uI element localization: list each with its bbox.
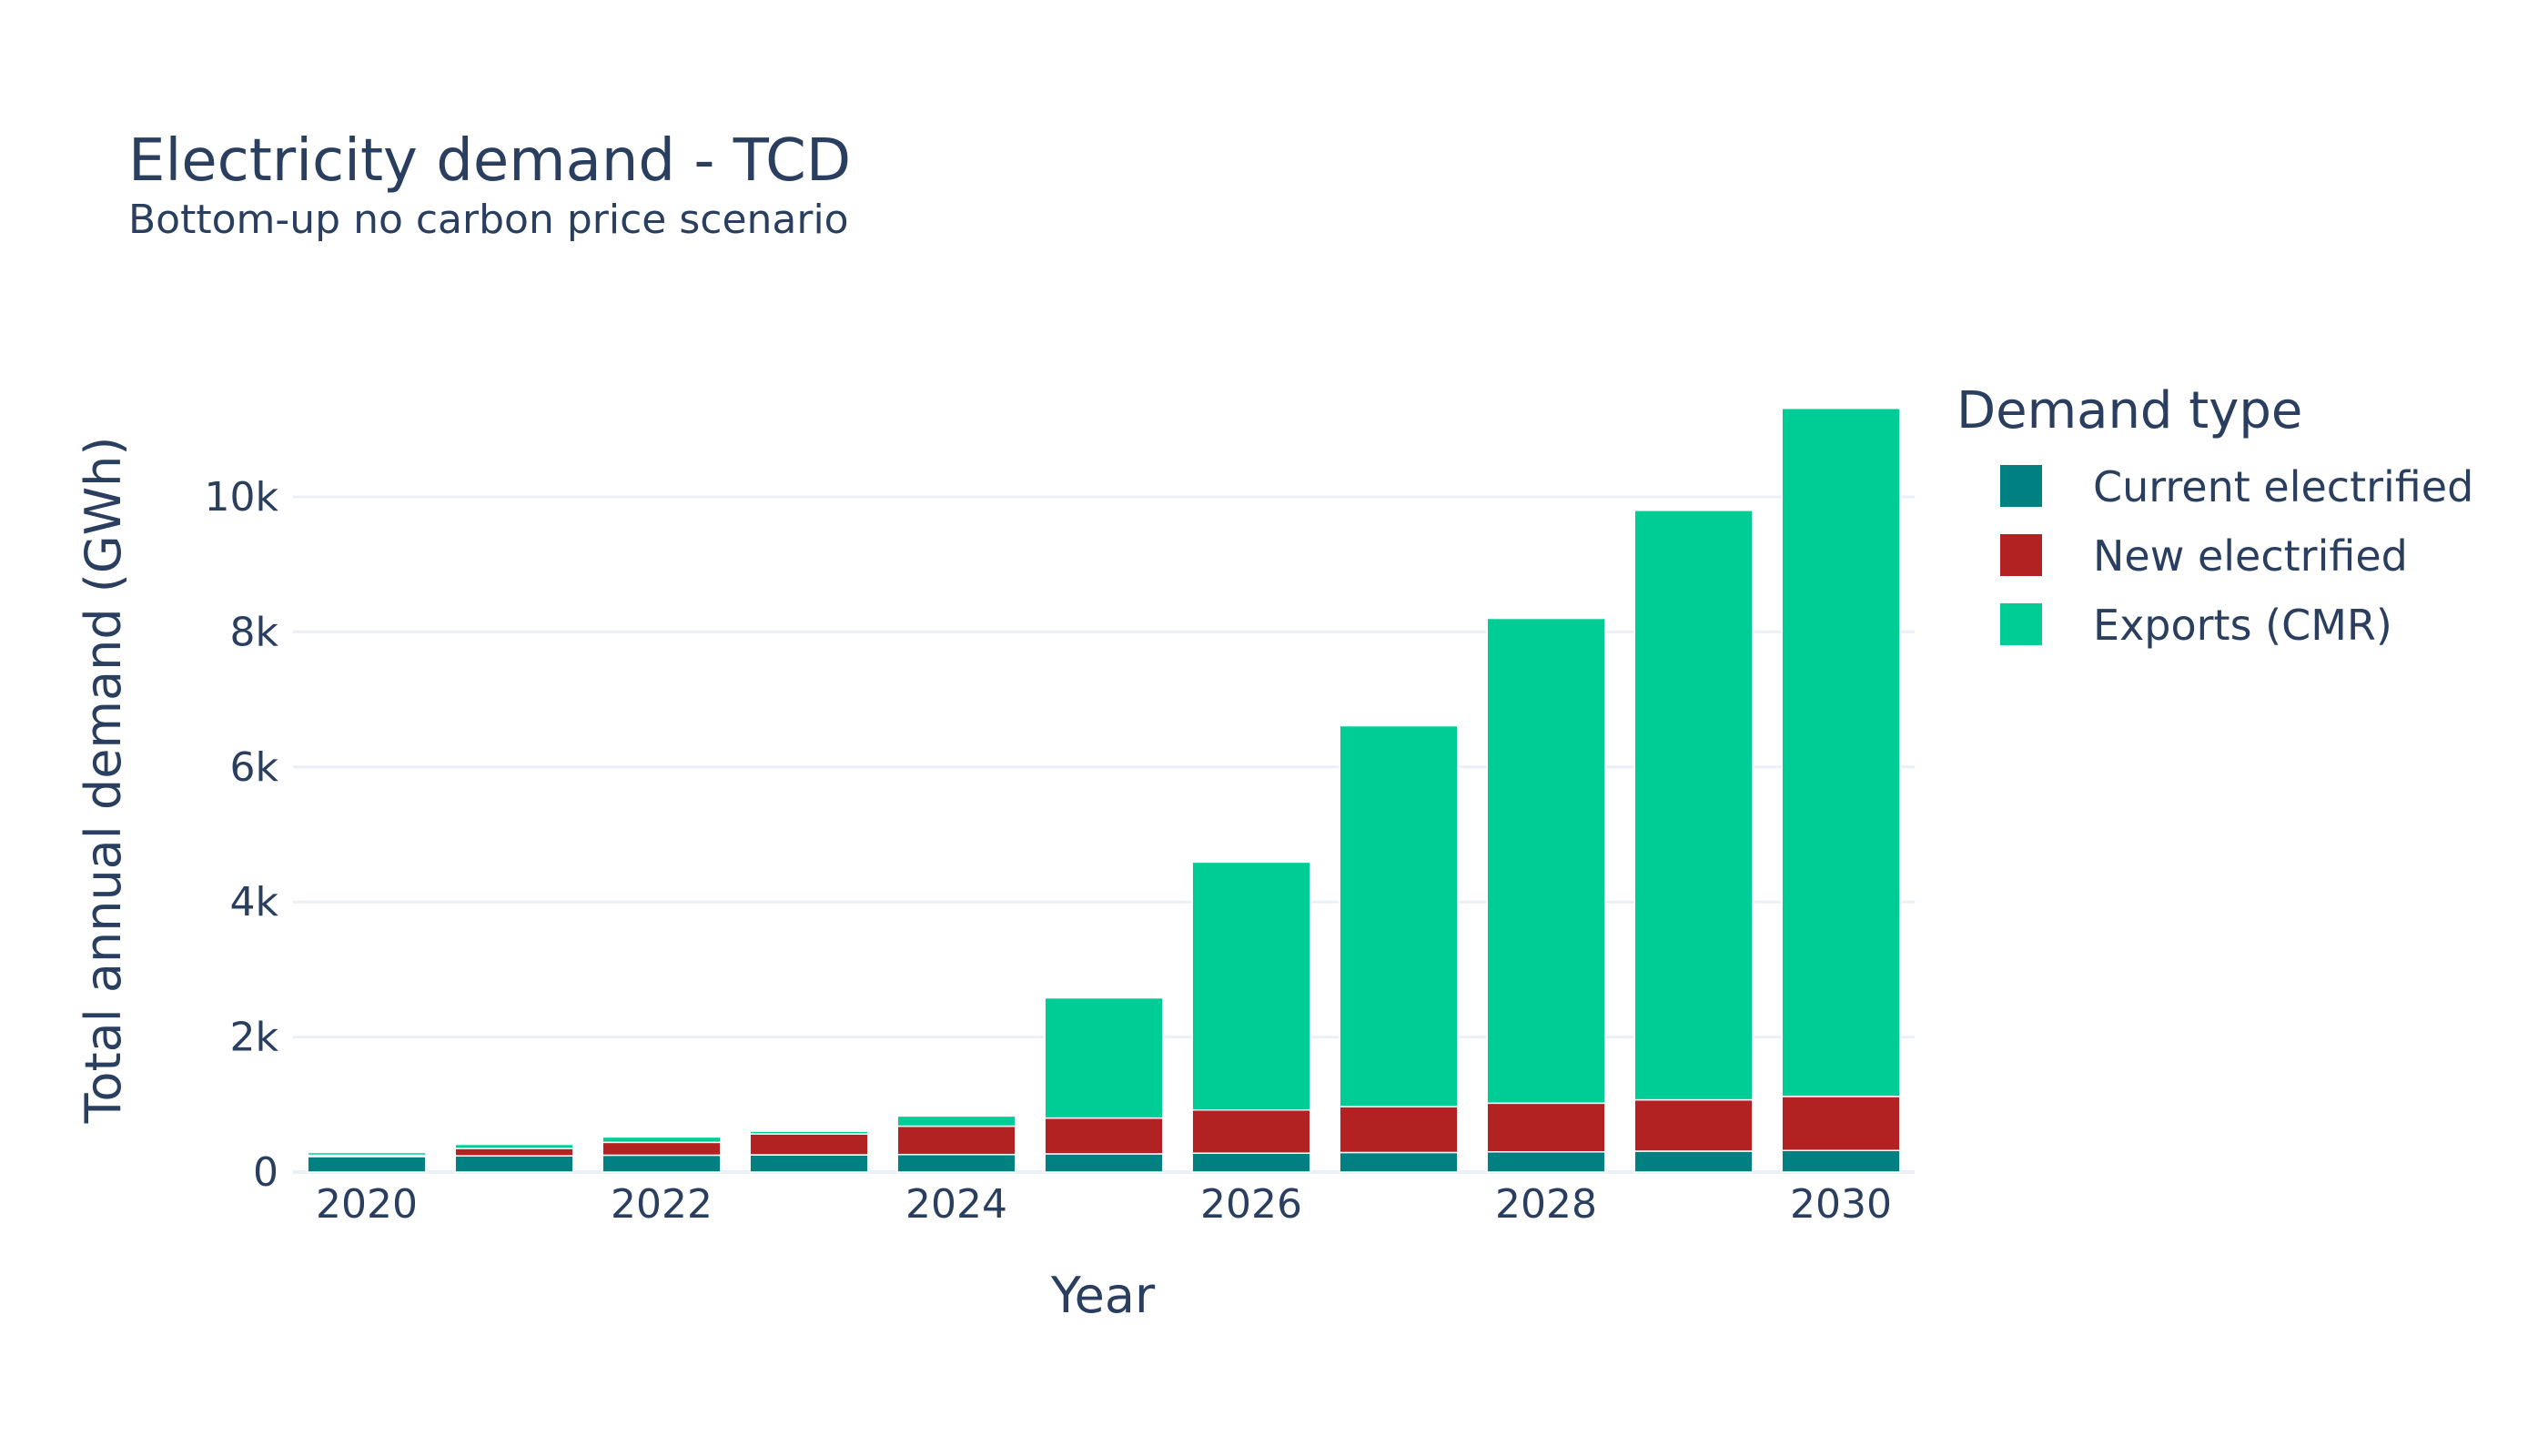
x-tick-label: 2020 bbox=[316, 1181, 418, 1228]
bar-new-electrified-2029 bbox=[1633, 1098, 1754, 1152]
chart-subtitle: Bottom-up no carbon price scenario bbox=[128, 197, 849, 243]
bar-new-electrified-2030 bbox=[1781, 1096, 1901, 1152]
y-tick-label: 8k bbox=[230, 609, 279, 655]
bar-current-electrified-2025 bbox=[1044, 1153, 1164, 1173]
bars bbox=[307, 408, 1901, 1173]
bar-exports-cmr-2021 bbox=[454, 1143, 574, 1149]
bar-exports-cmr-2028 bbox=[1486, 617, 1606, 1105]
x-tick-label: 2024 bbox=[905, 1181, 1007, 1228]
legend-swatch[interactable] bbox=[2000, 465, 2042, 507]
bar-current-electrified-2029 bbox=[1633, 1150, 1754, 1173]
bar-new-electrified-2028 bbox=[1486, 1102, 1606, 1153]
y-tick-label: 0 bbox=[253, 1149, 278, 1196]
bar-new-electrified-2026 bbox=[1191, 1108, 1311, 1154]
legend-label[interactable]: Exports (CMR) bbox=[2093, 601, 2392, 650]
x-tick-label: 2028 bbox=[1495, 1181, 1597, 1228]
bar-current-electrified-2024 bbox=[896, 1153, 1016, 1173]
bar-new-electrified-2024 bbox=[896, 1125, 1016, 1156]
bar-new-electrified-2021 bbox=[454, 1148, 574, 1157]
y-tick-label: 10k bbox=[205, 474, 279, 521]
bar-exports-cmr-2025 bbox=[1044, 996, 1164, 1119]
x-tick-label: 2030 bbox=[1790, 1181, 1892, 1228]
legend-title: Demand type bbox=[1956, 381, 2302, 440]
bar-current-electrified-2021 bbox=[454, 1155, 574, 1173]
legend-label[interactable]: Current electrified bbox=[2093, 462, 2473, 511]
bar-new-electrified-2022 bbox=[602, 1141, 722, 1157]
bar-current-electrified-2020 bbox=[307, 1156, 427, 1173]
bar-current-electrified-2026 bbox=[1191, 1152, 1311, 1173]
bar-exports-cmr-2026 bbox=[1191, 861, 1311, 1111]
bar-current-electrified-2022 bbox=[602, 1154, 722, 1173]
bar-exports-cmr-2020 bbox=[307, 1151, 427, 1157]
bar-exports-cmr-2022 bbox=[602, 1136, 722, 1144]
chart-title: Electricity demand - TCD bbox=[128, 127, 851, 195]
legend: Demand type Current electrified New elect… bbox=[1956, 381, 2473, 650]
x-tick-label: 2026 bbox=[1200, 1181, 1302, 1228]
legend-swatch[interactable] bbox=[2000, 534, 2042, 576]
y-axis-title: Total annual demand (GWh) bbox=[75, 437, 132, 1125]
x-axis: 2020 2022 2024 2026 2028 2030 bbox=[316, 1181, 1892, 1228]
bar-new-electrified-2023 bbox=[749, 1133, 869, 1156]
legend-swatch[interactable] bbox=[2000, 603, 2042, 645]
y-axis: 0 2k 4k 6k 8k 10k bbox=[205, 474, 279, 1196]
x-axis-title: Year bbox=[1050, 1267, 1156, 1324]
bar-current-electrified-2027 bbox=[1339, 1151, 1459, 1173]
bar-exports-cmr-2029 bbox=[1633, 510, 1754, 1101]
bar-new-electrified-2025 bbox=[1044, 1117, 1164, 1155]
bar-current-electrified-2028 bbox=[1486, 1150, 1606, 1173]
bar-exports-cmr-2024 bbox=[896, 1115, 1016, 1127]
bar-current-electrified-2023 bbox=[749, 1154, 869, 1173]
bar-exports-cmr-2027 bbox=[1339, 724, 1459, 1107]
bar-new-electrified-2027 bbox=[1339, 1106, 1459, 1154]
legend-label[interactable]: New electrified bbox=[2093, 531, 2408, 581]
y-tick-label: 4k bbox=[230, 879, 279, 925]
y-tick-label: 2k bbox=[230, 1015, 279, 1061]
bar-current-electrified-2030 bbox=[1781, 1149, 1901, 1173]
bar-exports-cmr-2030 bbox=[1781, 408, 1901, 1097]
x-tick-label: 2022 bbox=[611, 1181, 713, 1228]
bar-exports-cmr-2023 bbox=[749, 1130, 869, 1135]
y-tick-label: 6k bbox=[230, 744, 279, 791]
